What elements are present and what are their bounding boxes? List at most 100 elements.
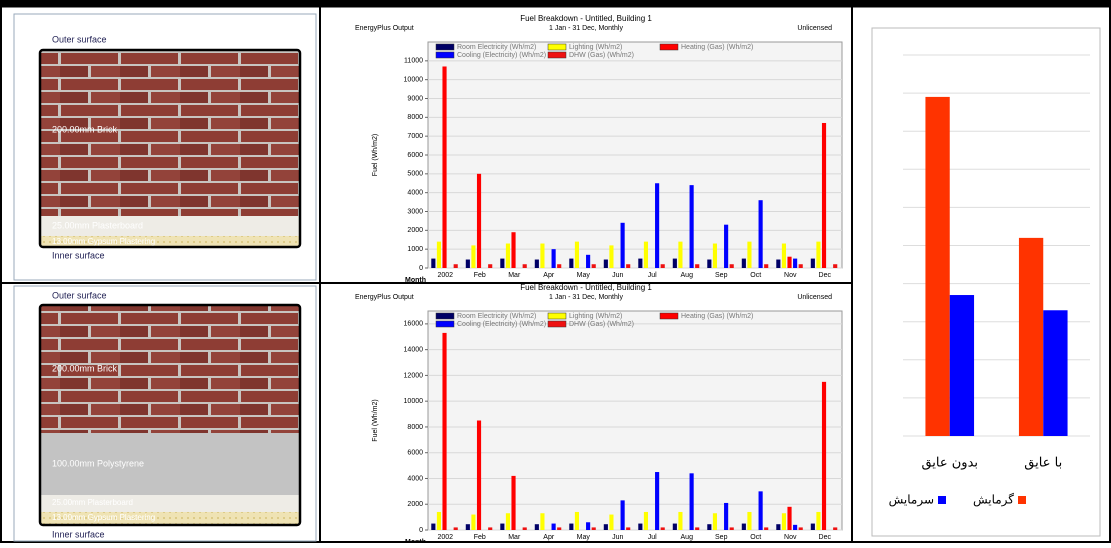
bar [534,259,539,268]
bar [925,96,950,436]
y-tick-label: 14000 [404,346,424,353]
x-tick-label: با عایق [1024,456,1062,471]
x-tick-label: Nov [784,534,797,541]
x-tick-label: Apr [543,534,555,541]
bar [712,513,718,530]
bar [574,511,580,530]
bar [747,241,752,268]
bar [534,524,539,530]
bar [540,513,545,530]
legend-label: Room Electricity (Wh/m2) [457,44,536,51]
bar [810,523,815,530]
bar [707,524,712,530]
x-tick-label: Feb [474,534,486,541]
plot-area [427,310,843,531]
legend-label: Lighting (Wh/m2) [569,44,622,51]
license-label: Unlicensed [797,294,832,301]
y-tick-label: 10000 [404,77,424,84]
layer-label: 25.00mm Plasterboard [52,498,133,507]
bar [476,420,482,530]
layer-label: 13.00mm Gypsum Plastering [52,513,155,522]
bar [776,524,781,530]
bar [620,500,625,530]
y-tick-label: 1000 [407,246,423,253]
x-tick-label: May [577,534,591,541]
bar [672,523,677,530]
bar [816,241,821,268]
bar [471,514,476,530]
polystyrene-layer [40,433,300,495]
x-tick-label: Sep [715,272,728,279]
layer-label: 200.00mm Brick [52,124,118,134]
bar [522,264,527,268]
legend-label: Cooling (Electricity) (Wh/m2) [457,52,546,59]
bar [793,524,798,530]
inner-label: Inner surface [52,529,105,539]
legend-label: DHW (Gas) (Wh/m2) [569,52,634,59]
bar [1018,237,1044,436]
x-tick-label: Nov [784,272,797,279]
bar [436,241,442,268]
bar [643,241,649,268]
layer-label: 13.00mm Gypsum Plastering [52,237,155,246]
bar [833,264,838,268]
bar [442,66,447,268]
layer-label: 200.00mm Brick [52,363,118,373]
bar [741,523,746,530]
legend-label: Heating (Gas) (Wh/m2) [681,313,753,320]
bar [689,185,694,268]
x-tick-label: Oct [750,534,761,541]
gypsum-layer [40,512,300,525]
legend-swatch [659,312,679,320]
plasterboard-layer [40,216,300,236]
y-axis-label: Fuel (Wh/m2) [372,134,379,176]
bar [747,511,752,530]
inner-label: Inner surface [52,250,105,260]
legend-label: سرمایش [889,493,934,507]
bar [724,224,729,268]
chart-subtitle: 1 Jan - 31 Dec, Monthly [549,25,623,32]
legend-swatch [435,320,455,328]
bar [551,249,556,268]
y-tick-label: 5000 [407,171,423,178]
y-tick-label: 6000 [407,450,423,457]
x-tick-label: Feb [474,272,486,279]
wall-panel: Outer surface 200.00mm Brick 25.00mm Pla… [13,13,317,281]
x-axis-label: Month [405,277,426,284]
bar [511,232,516,268]
bar [781,243,787,268]
bar [793,258,798,268]
chart-subtitle: 1 Jan - 31 Dec, Monthly [549,294,623,301]
bar [660,264,665,268]
bar [643,511,649,530]
bar [500,523,505,530]
bar [522,527,527,530]
y-tick-label: 10000 [404,398,424,405]
bar [574,241,580,268]
bar [949,295,975,436]
legend-swatch [547,51,567,59]
bar [781,513,787,530]
chart-title: Fuel Breakdown - Untitled, Building 1 [520,14,652,23]
bar [609,514,614,530]
plasterboard-layer [40,495,300,512]
bar [540,243,545,268]
x-tick-label: Apr [543,272,555,279]
legend-label: Lighting (Wh/m2) [569,313,622,320]
x-tick-label: Dec [819,272,832,279]
bar [488,264,493,268]
bar [471,245,476,268]
legend-swatch [435,51,455,59]
y-tick-label: 16000 [404,321,424,328]
bar [442,332,447,530]
bar [810,258,815,268]
bar [591,264,596,268]
x-tick-label: May [577,272,591,279]
bar [465,259,470,268]
y-tick-label: 0 [419,527,423,534]
gypsum-layer [40,236,300,247]
bar [695,264,700,268]
bar [431,523,436,530]
bar [465,524,470,530]
x-tick-label: 2002 [437,272,453,279]
